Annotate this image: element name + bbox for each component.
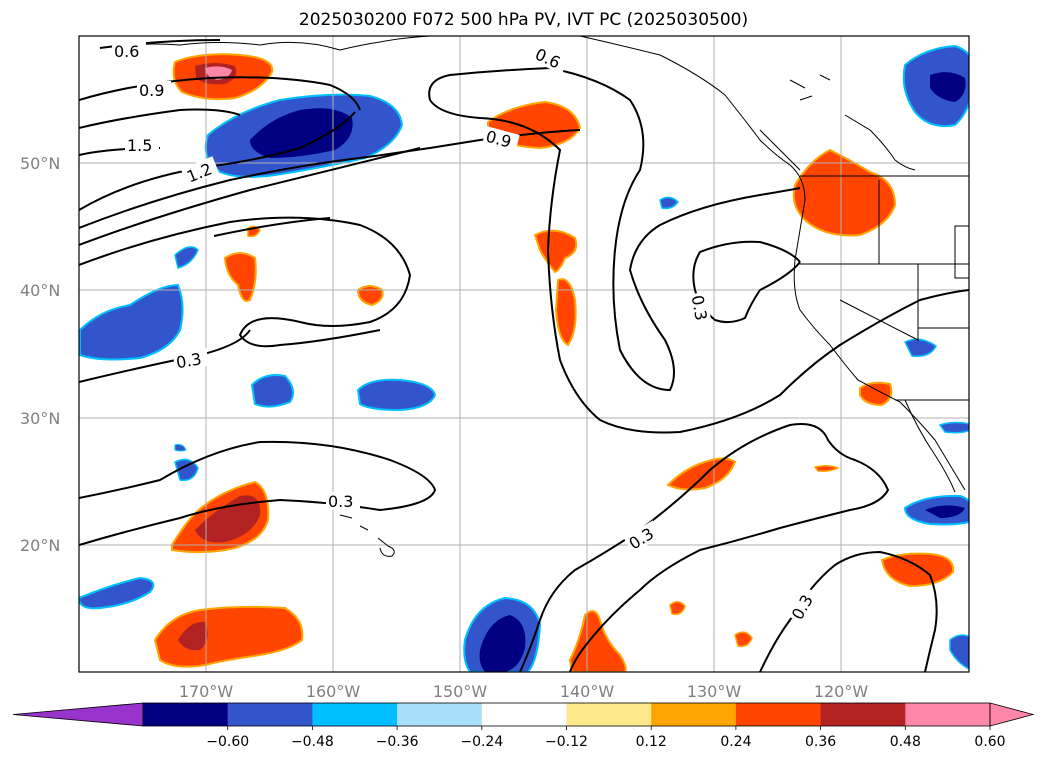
colorbar-tick-label: −0.60 <box>206 734 249 750</box>
ivt-anomaly-negative-175w <box>79 283 184 361</box>
ivt-anomaly-negative-145w <box>463 596 542 672</box>
ivt-anomaly-positive-140w-south <box>554 278 577 347</box>
ivt-anomaly-negative-southwest <box>79 576 155 610</box>
contour-label: 0.6 <box>114 42 139 61</box>
pv-contour-labels: 0.6 0.9 1.5 1.2 0.3 0.6 0.9 0.3 0.3 0.3 <box>112 42 820 625</box>
ivt-anomaly-positive-southeast <box>880 552 955 588</box>
ivt-anomaly-positive-pacific-northwest <box>792 148 897 237</box>
colorbar-tick-label: −0.12 <box>545 734 588 750</box>
colorbar-segment <box>481 703 567 726</box>
colorbar-segment <box>143 703 229 726</box>
ivt-anomaly-positive-138w <box>568 610 627 672</box>
colorbar-tick-label: −0.24 <box>460 734 503 750</box>
lon-label: 120°W <box>814 682 869 701</box>
colorbar-segment <box>312 703 398 726</box>
ivt-anomaly-positive-baja <box>859 381 893 407</box>
figure-title: 2025030200 F072 500 hPa PV, IVT PC (2025… <box>298 10 749 30</box>
colorbar-segment <box>566 703 652 726</box>
lat-label: 30°N <box>20 409 60 428</box>
contour-label: 1.5 <box>127 136 152 155</box>
lon-label: 140°W <box>560 682 615 701</box>
ivt-anomaly-positive-small-south <box>669 601 686 616</box>
ivt-anomaly-negative-small-central <box>659 196 679 210</box>
colorbar-tick-label: 0.36 <box>805 734 836 750</box>
colorbar-under-extension <box>12 702 144 727</box>
latitude-labels: 50°N 40°N 30°N 20°N <box>20 154 60 555</box>
longitude-labels: 170°W 160°W 150°W 140°W 130°W 120°W <box>179 682 869 701</box>
contour-label: 0.9 <box>139 81 164 100</box>
colorbar-segment <box>735 703 822 726</box>
colorbar: −0.60 −0.48 −0.36 −0.24 −0.12 0.12 0.24 0.36 0.4… <box>12 702 1035 750</box>
ivt-anomaly-negative-small-west <box>174 246 199 269</box>
ivt-anomaly-negative-152w <box>356 378 437 412</box>
contour-label: 0.3 <box>328 492 353 511</box>
contour-label: 0.3 <box>688 294 711 322</box>
ivt-anomaly-positive-hawaii <box>171 480 270 554</box>
colorbar-tick-label: 0.60 <box>974 734 1005 750</box>
ivt-anomaly-positive-157w <box>356 285 384 307</box>
lon-label: 150°W <box>433 682 488 701</box>
ivt-anomaly-positive-170w <box>223 252 257 302</box>
colorbar-segment <box>227 703 313 726</box>
colorbar-tick-label: 0.24 <box>720 734 751 750</box>
lat-label: 40°N <box>20 281 60 300</box>
colorbar-tick-label: −0.36 <box>376 734 419 750</box>
ivt-anomaly-negative-alaska <box>902 44 969 128</box>
ivt-anomaly-negative-hawaii-west <box>174 458 199 481</box>
coastlines <box>99 36 966 557</box>
ivt-anomaly-positive-south-170w <box>153 605 304 668</box>
colorbar-over-extension <box>989 702 1035 727</box>
ivt-anomaly-negative-tiny <box>174 444 187 452</box>
ivt-anomaly-negative-163w <box>250 374 295 408</box>
colorbar-segment <box>905 703 991 726</box>
colorbar-tick-label: 0.12 <box>636 734 667 750</box>
gridlines <box>79 36 969 672</box>
lat-label: 50°N <box>20 154 60 173</box>
colorbar-tick-label: −0.48 <box>291 734 334 750</box>
map-frame <box>78 35 970 673</box>
lon-label: 160°W <box>306 682 361 701</box>
colorbar-segment <box>651 703 737 726</box>
colorbar-tick-label: 0.48 <box>890 734 921 750</box>
colorbar-segment <box>820 703 906 726</box>
contour-label: 0.3 <box>175 349 203 372</box>
lon-label: 130°W <box>687 682 742 701</box>
ivt-anomaly-negative-southeast-edge <box>949 634 969 670</box>
lat-label: 20°N <box>20 536 60 555</box>
lon-label: 170°W <box>179 682 234 701</box>
colorbar-segment <box>397 703 483 726</box>
political-borders <box>798 114 969 401</box>
ivt-anomaly-positive-130w <box>666 457 737 491</box>
ivt-anomaly-positive-small-east <box>813 464 840 472</box>
ivt-anomaly-negative-california <box>903 338 937 358</box>
ivt-anomaly-negative-mexico <box>903 494 969 526</box>
ivt-anomaly-positive-small-south-2 <box>734 631 753 648</box>
ivt-anomaly-negative-east-small <box>938 421 969 434</box>
